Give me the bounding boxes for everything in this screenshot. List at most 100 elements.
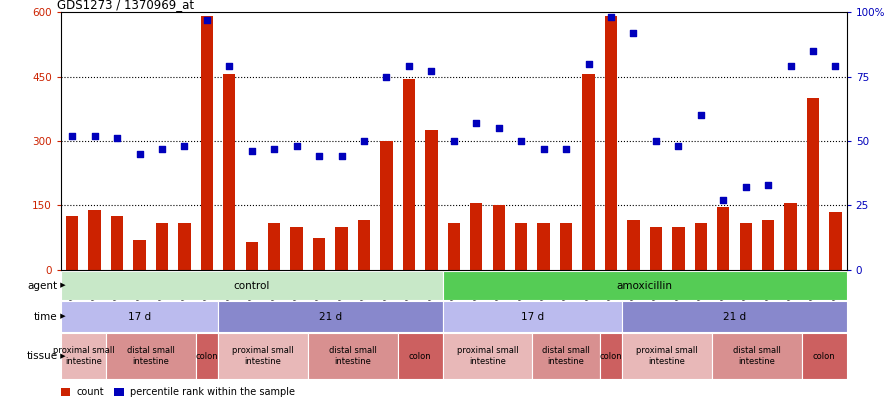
Bar (515, 222, 528, 270)
Text: distal small
intestine: distal small intestine (329, 347, 376, 366)
Point (828, 63, 842, 70)
Bar (134, 240, 146, 270)
Bar (218, 301, 443, 332)
Point (738, 184, 753, 190)
Point (694, 112, 708, 118)
Bar (717, 207, 729, 270)
Bar (358, 220, 370, 270)
Bar (493, 205, 505, 270)
Bar (308, 333, 398, 379)
Bar (470, 203, 482, 270)
Text: proximal small
intestine: proximal small intestine (457, 347, 518, 366)
Point (514, 138, 529, 144)
Text: GDS1273 / 1370969_at: GDS1273 / 1370969_at (57, 0, 194, 11)
Bar (61, 301, 218, 332)
Text: control: control (234, 281, 270, 290)
Bar (650, 227, 662, 270)
Text: ▶: ▶ (58, 313, 66, 320)
Text: colon: colon (813, 352, 836, 361)
Point (537, 145, 551, 152)
Bar (290, 227, 303, 270)
Text: ▶: ▶ (58, 353, 66, 359)
Bar (223, 75, 236, 270)
Text: time: time (34, 311, 57, 322)
Text: colon: colon (195, 352, 218, 361)
Point (155, 145, 169, 152)
Bar (443, 333, 532, 379)
Bar (89, 210, 100, 270)
Bar (739, 222, 752, 270)
Bar (218, 333, 308, 379)
Bar (443, 301, 622, 332)
Text: distal small
intestine: distal small intestine (542, 347, 590, 366)
Bar (802, 333, 847, 379)
Bar (335, 227, 348, 270)
Bar (246, 242, 258, 270)
Text: count: count (77, 387, 104, 397)
Bar (178, 222, 191, 270)
Bar (156, 222, 168, 270)
Bar (66, 216, 78, 270)
Point (267, 145, 281, 152)
Bar (538, 222, 550, 270)
Point (626, 30, 641, 36)
Bar (443, 271, 847, 300)
Point (716, 197, 730, 203)
Bar (426, 130, 437, 270)
Point (245, 148, 259, 154)
Text: proximal small
intestine: proximal small intestine (232, 347, 294, 366)
Bar (532, 333, 599, 379)
Text: 21 d: 21 d (319, 311, 342, 322)
Bar (762, 220, 774, 270)
Bar (599, 333, 622, 379)
Point (110, 135, 125, 142)
Bar (111, 216, 124, 270)
Text: ▶: ▶ (58, 283, 66, 288)
Bar (61, 333, 106, 379)
Point (88, 132, 102, 139)
Bar (784, 203, 797, 270)
Point (424, 68, 438, 75)
Point (559, 145, 573, 152)
Text: colon: colon (599, 352, 623, 361)
Point (357, 138, 371, 144)
Bar (313, 237, 325, 270)
Bar (402, 79, 415, 270)
Text: agent: agent (27, 281, 57, 290)
Text: amoxicillin: amoxicillin (616, 281, 673, 290)
Text: percentile rank within the sample: percentile rank within the sample (130, 387, 295, 397)
Point (806, 47, 820, 54)
Point (334, 153, 349, 160)
Point (470, 119, 484, 126)
Text: 17 d: 17 d (521, 311, 544, 322)
Bar (61, 271, 443, 300)
Bar (627, 220, 640, 270)
Text: proximal small
intestine: proximal small intestine (636, 347, 698, 366)
Text: proximal small
intestine: proximal small intestine (53, 347, 114, 366)
Bar (398, 333, 443, 379)
Bar (106, 333, 195, 379)
Bar (694, 222, 707, 270)
Text: colon: colon (409, 352, 432, 361)
Text: distal small
intestine: distal small intestine (127, 347, 175, 366)
Bar (61, 388, 71, 396)
Point (222, 63, 237, 70)
Bar (622, 301, 847, 332)
Text: distal small
intestine: distal small intestine (733, 347, 780, 366)
Bar (830, 212, 841, 270)
Bar (672, 227, 685, 270)
Point (65, 132, 80, 139)
Bar (712, 333, 802, 379)
Text: 17 d: 17 d (128, 311, 151, 322)
Text: 21 d: 21 d (723, 311, 746, 322)
Bar (201, 17, 213, 270)
Point (312, 153, 326, 160)
Bar (807, 98, 819, 270)
Point (492, 125, 506, 131)
Bar (448, 222, 460, 270)
Bar (195, 333, 218, 379)
Bar (268, 222, 280, 270)
Bar (605, 17, 617, 270)
Point (379, 73, 393, 80)
Point (177, 143, 192, 149)
